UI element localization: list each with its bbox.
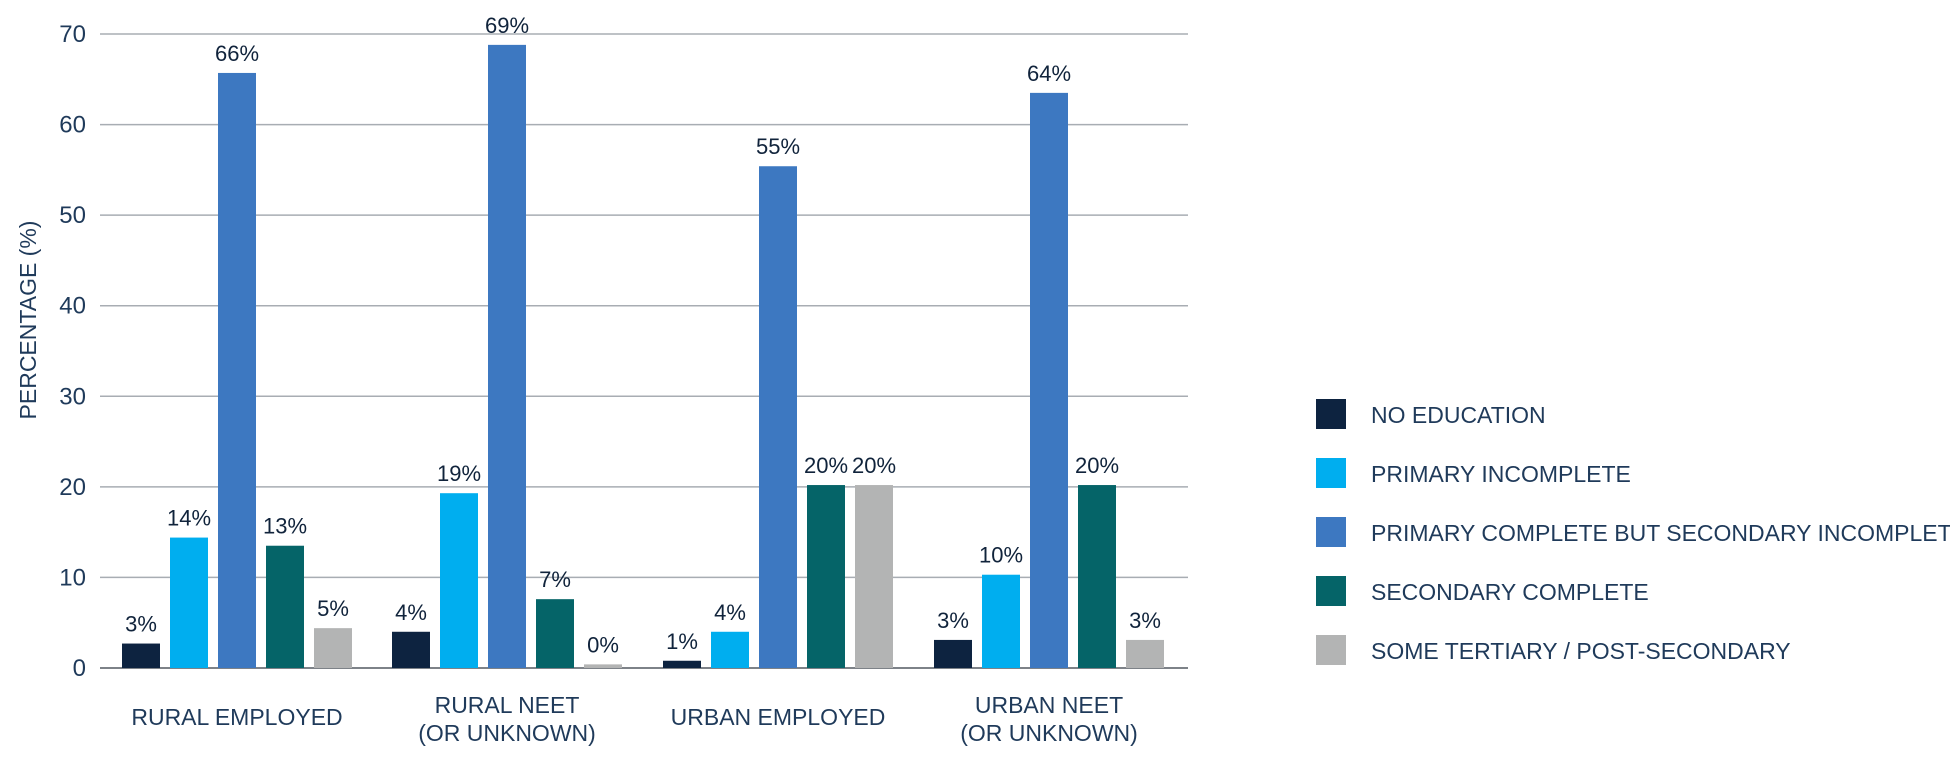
data-label: 14% — [167, 506, 211, 531]
y-tick-label: 10 — [59, 564, 86, 591]
bar — [1030, 92, 1068, 668]
bar — [807, 485, 845, 668]
y-axis-title: PERCENTAGE (%) — [15, 221, 41, 420]
bar — [584, 664, 622, 668]
x-category-label: RURAL EMPLOYED — [131, 704, 342, 730]
bar — [440, 493, 478, 668]
legend-swatch — [1316, 635, 1346, 665]
bar — [314, 628, 352, 668]
data-label: 7% — [539, 567, 571, 592]
legend-swatch — [1316, 458, 1346, 488]
data-label: 69% — [485, 13, 529, 38]
bar — [122, 643, 160, 668]
bar — [170, 537, 208, 668]
legend-label: SECONDARY COMPLETE — [1371, 579, 1649, 605]
bar — [536, 599, 574, 668]
bar — [218, 72, 256, 668]
data-label: 5% — [317, 596, 349, 621]
gridlines — [100, 33, 1188, 669]
data-label: 10% — [979, 543, 1023, 568]
legend-label: PRIMARY COMPLETE BUT SECONDARY INCOMPLET… — [1371, 520, 1950, 546]
data-label: 3% — [125, 612, 157, 637]
bar — [1126, 639, 1164, 668]
y-tick-label: 20 — [59, 474, 86, 501]
legend-label: PRIMARY INCOMPLETE — [1371, 461, 1631, 487]
y-tick-label: 0 — [73, 655, 86, 682]
y-tick-label: 50 — [59, 202, 86, 229]
bar — [982, 574, 1020, 668]
y-tick-label: 40 — [59, 293, 86, 320]
legend-label: NO EDUCATION — [1371, 402, 1546, 428]
bar — [759, 166, 797, 668]
bar — [392, 631, 430, 668]
data-label: 66% — [215, 41, 259, 66]
data-label: 0% — [587, 632, 619, 657]
x-category-label: RURAL NEET — [435, 692, 580, 718]
legend-label: SOME TERTIARY / POST-SECONDARY — [1371, 638, 1791, 664]
bar — [711, 631, 749, 668]
y-tick-label: 60 — [59, 112, 86, 139]
bar — [663, 660, 701, 668]
data-label: 20% — [852, 453, 896, 478]
x-category-label: URBAN NEET — [975, 692, 1123, 718]
legend-swatch — [1316, 517, 1346, 547]
data-label: 3% — [1129, 608, 1161, 633]
data-label: 3% — [937, 608, 969, 633]
data-label: 20% — [804, 453, 848, 478]
legend: NO EDUCATION PRIMARY INCOMPLETE PRIMARY CO… — [1316, 399, 1950, 665]
bar — [266, 545, 304, 668]
bars — [122, 44, 1164, 668]
data-label: 13% — [263, 514, 307, 539]
x-category-label: (OR UNKNOWN) — [960, 720, 1138, 746]
data-label: 55% — [756, 134, 800, 159]
data-label: 20% — [1075, 453, 1119, 478]
data-label: 1% — [666, 629, 698, 654]
bar — [488, 44, 526, 668]
legend-swatch — [1316, 399, 1346, 429]
x-axis: RURAL EMPLOYED RURAL NEET(OR UNKNOWN)URBA… — [131, 692, 1137, 746]
data-label: 4% — [395, 600, 427, 625]
data-label: 64% — [1027, 61, 1071, 86]
bar — [855, 485, 893, 668]
bar — [934, 639, 972, 668]
y-axis: PERCENTAGE (%) 0 10 20 30 40 50 60 70 — [15, 21, 86, 682]
y-tick-label: 30 — [59, 383, 86, 410]
x-category-label: (OR UNKNOWN) — [418, 720, 596, 746]
value-labels: 3% 4%1%3%14%19%4%10%66%69%55%64%13%7%20% 2… — [125, 13, 1161, 658]
bar — [1078, 485, 1116, 668]
legend-swatch — [1316, 576, 1346, 606]
data-label: 4% — [714, 600, 746, 625]
x-category-label: URBAN EMPLOYED — [671, 704, 886, 730]
data-label: 19% — [437, 461, 481, 486]
y-tick-label: 70 — [59, 21, 86, 48]
